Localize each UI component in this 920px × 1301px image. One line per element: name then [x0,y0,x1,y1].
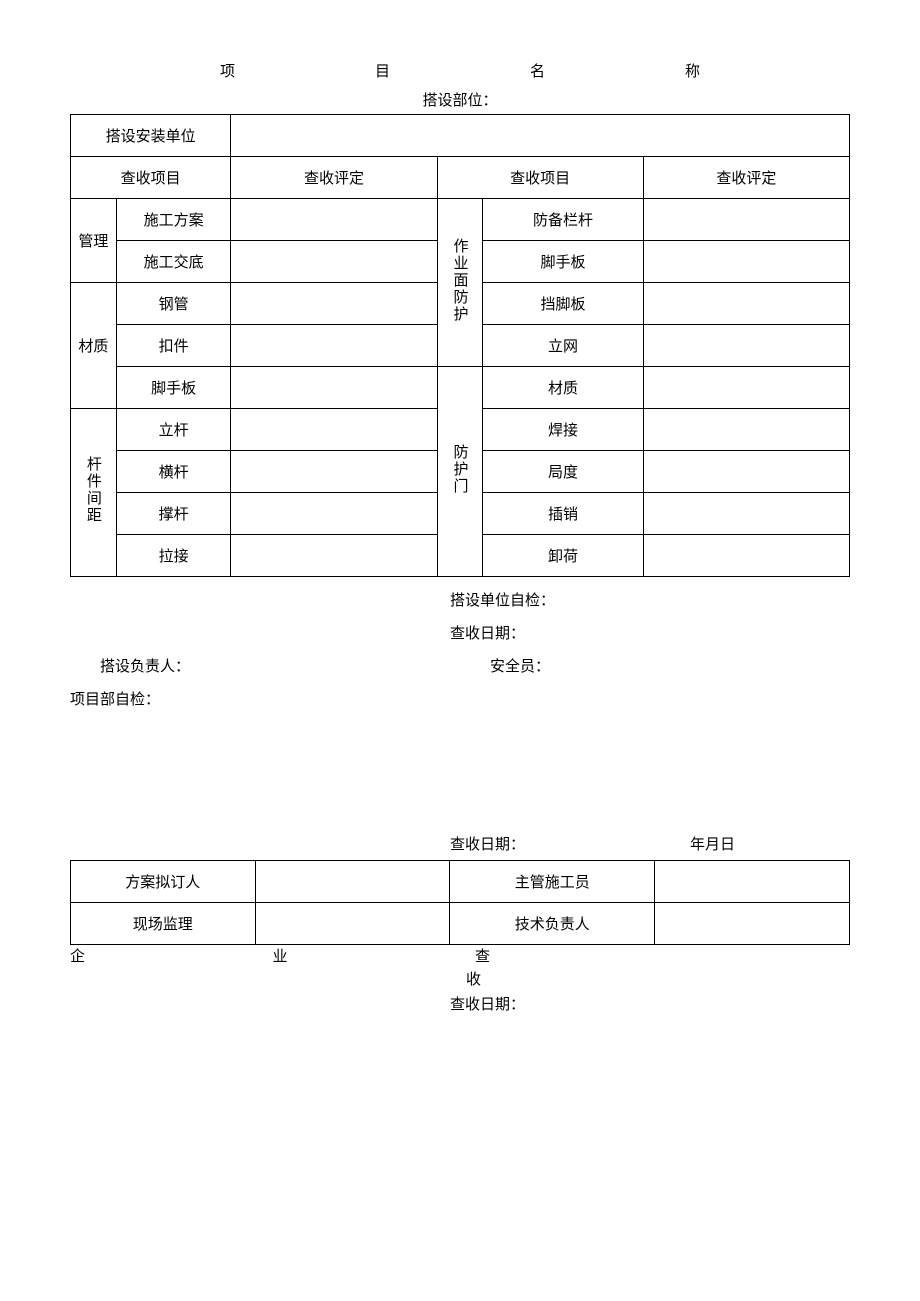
header-char: 名 [460,60,615,81]
tech-lead-value [655,903,850,945]
eval-cell [231,451,437,493]
install-unit-label: 搭设安装单位 [71,115,231,157]
eval-cell [643,325,849,367]
enterprise-char: 企 [70,945,85,966]
group-management: 管理 [71,199,117,283]
eval-cell [643,409,849,451]
chief-constructor-value [655,861,850,903]
site-supervisor-label: 现场监理 [71,903,256,945]
table-row: 方案拟订人 主管施工员 [71,861,850,903]
enterprise-char-4: 收 [70,968,850,989]
item-degree: 局度 [483,451,643,493]
item-brace-pole: 撑杆 [116,493,231,535]
eval-cell [643,493,849,535]
header-title-row: 项 目 名 称 [70,60,850,81]
item-steel-pipe: 钢管 [116,283,231,325]
eval-cell [231,199,437,241]
responsible-row: 搭设负责人： 安全员： [70,655,850,676]
eval-cell [643,283,849,325]
item-disclosure: 施工交底 [116,241,231,283]
item-guardrail: 防备栏杆 [483,199,643,241]
item-scaffold-board: 脚手板 [116,367,231,409]
table-row: 管理 施工方案 作业面防护 防备栏杆 [71,199,850,241]
group-spacing: 杆件间距 [71,409,117,577]
table-row: 脚手板 防护门 材质 [71,367,850,409]
eval-cell [231,535,437,577]
inspection-table: 搭设安装单位 查收项目 查收评定 查收项目 查收评定 管理 施工方案 作业面防护… [70,114,850,577]
eval-cell [231,241,437,283]
group-workface: 作业面防护 [437,199,483,367]
col-eval-1: 查收评定 [231,157,437,199]
item-horizontal-pole: 横杆 [116,451,231,493]
project-self-check-label: 项目部自检： [70,688,850,709]
check-date-row: 查收日期： 年月日 [70,833,850,854]
col-item-1: 查收项目 [71,157,231,199]
chief-constructor-label: 主管施工员 [450,861,655,903]
table-row: 现场监理 技术负责人 [71,903,850,945]
item-fastener: 扣件 [116,325,231,367]
group-material: 材质 [71,283,117,409]
scheme-author-value [255,861,450,903]
safety-officer-label: 安全员： [490,655,850,676]
item-tie: 拉接 [116,535,231,577]
spacer [70,721,850,821]
enterprise-char: 业 [272,945,287,966]
item-scheme: 施工方案 [116,199,231,241]
eval-cell [231,325,437,367]
group-door: 防护门 [437,367,483,577]
enterprise-row-1: 企 业 查 [70,945,490,966]
tech-lead-label: 技术负责人 [450,903,655,945]
eval-cell [643,241,849,283]
eval-cell [643,535,849,577]
check-date-label-3: 查收日期： [70,993,850,1014]
install-unit-value [231,115,850,157]
signature-table: 方案拟订人 主管施工员 现场监理 技术负责人 [70,860,850,945]
eval-cell [231,409,437,451]
row-headers: 查收项目 查收评定 查收项目 查收评定 [71,157,850,199]
check-date-label-1: 查收日期： [70,622,850,643]
site-supervisor-value [255,903,450,945]
check-date-label-2: 查收日期： [70,833,630,854]
item-toe-board: 挡脚板 [483,283,643,325]
item-board2: 脚手板 [483,241,643,283]
date-ymd: 年月日 [630,833,735,854]
item-material2: 材质 [483,367,643,409]
header-char: 称 [615,60,770,81]
header-char: 目 [305,60,460,81]
eval-cell [231,493,437,535]
item-net: 立网 [483,325,643,367]
item-pin: 插销 [483,493,643,535]
eval-cell [643,199,849,241]
responsible-label: 搭设负责人： [70,655,490,676]
row-install-unit: 搭设安装单位 [71,115,850,157]
scheme-author-label: 方案拟订人 [71,861,256,903]
item-unload: 卸荷 [483,535,643,577]
header-char: 项 [150,60,305,81]
item-welding: 焊接 [483,409,643,451]
col-item-2: 查收项目 [437,157,643,199]
eval-cell [643,451,849,493]
eval-cell [231,367,437,409]
position-label: 搭设部位： [70,89,850,110]
col-eval-2: 查收评定 [643,157,849,199]
enterprise-char: 查 [475,945,490,966]
eval-cell [231,283,437,325]
eval-cell [643,367,849,409]
item-vertical-pole: 立杆 [116,409,231,451]
self-check-unit-label: 搭设单位自检： [70,589,850,610]
